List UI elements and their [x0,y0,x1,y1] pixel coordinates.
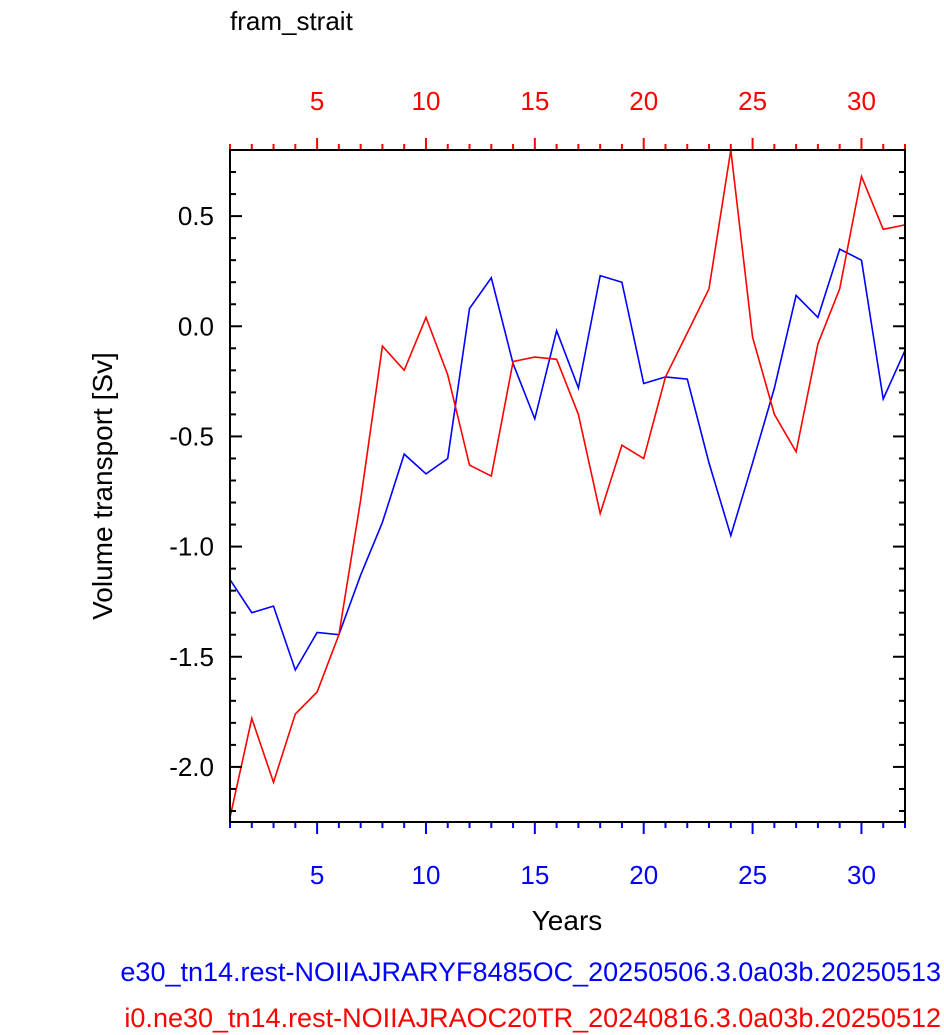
series-line-1 [229,247,906,672]
plot-frame [229,149,906,823]
y-tick-label: -2.0 [169,752,214,782]
y-tick-label: 0.0 [178,311,214,341]
y-tick-label: 0.5 [178,201,214,231]
series-lines [229,149,906,818]
x-tick-label-bottom: 5 [310,860,324,890]
y-tick-label: -1.0 [169,532,214,562]
x-axis-label: Years [532,905,603,936]
y-axis-label: Volume transport [Sv] [87,352,118,620]
x-tick-label-bottom: 20 [629,860,658,890]
axis-ticks [229,138,906,834]
chart-title: fram_strait [230,6,354,36]
x-tick-label-bottom: 10 [412,860,441,890]
x-tick-label-top: 20 [629,86,658,116]
y-tick-label: -0.5 [169,421,214,451]
legend-series-1: e30_tn14.rest-NOIIAJRARYF8485OC_20250506… [120,957,941,987]
x-tick-label-bottom: 25 [738,860,767,890]
x-tick-label-bottom: 15 [520,860,549,890]
x-tick-label-top: 10 [412,86,441,116]
x-tick-label-top: 30 [847,86,876,116]
tick-labels: 5 5 10 10 15 15 20 20 25 25 30 30 0.5 0.0 -0.5 -1.0 -1.5… [169,86,876,890]
x-tick-label-top: 25 [738,86,767,116]
y-tick-label: -1.5 [169,642,214,672]
legend-series-2: i0.ne30_tn14.rest-NOIIAJRAOC20TR_2024081… [124,1003,941,1033]
x-tick-label-top: 5 [310,86,324,116]
x-tick-label-bottom: 30 [847,860,876,890]
x-tick-label-top: 15 [520,86,549,116]
series-line-2 [229,149,906,818]
